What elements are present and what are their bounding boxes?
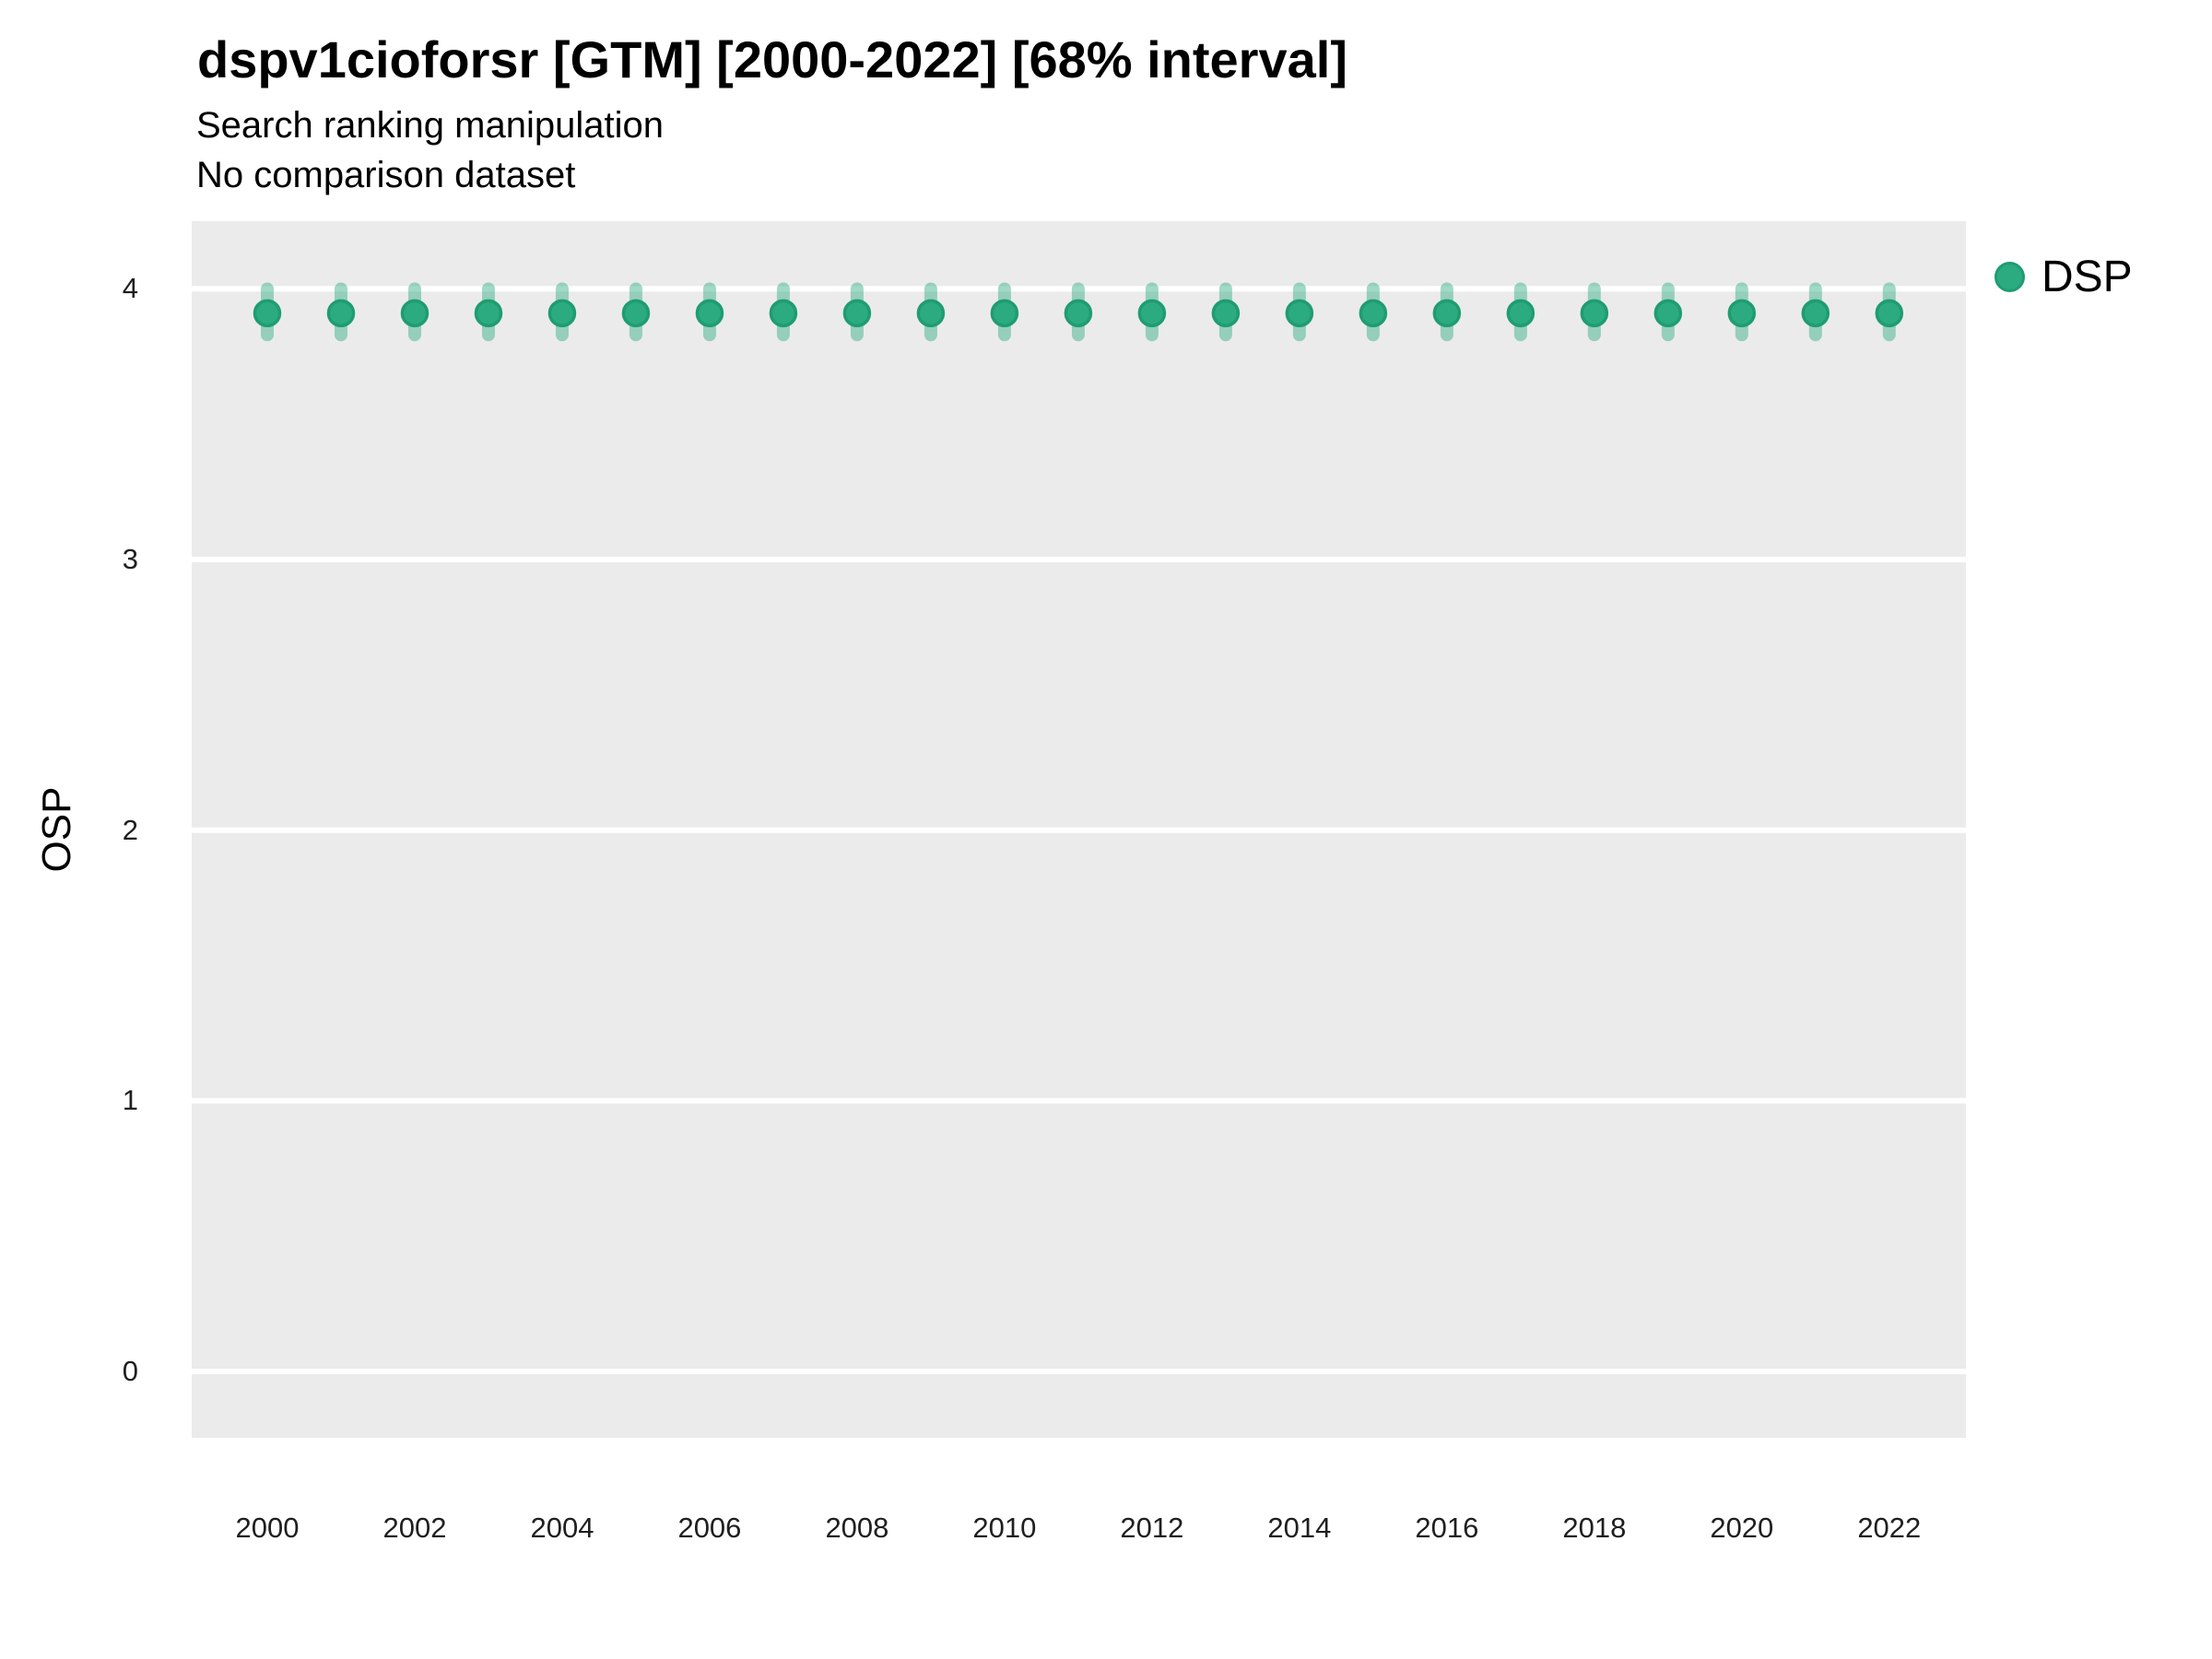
data-point-2022 <box>1875 299 1904 328</box>
data-point-2018 <box>1580 299 1609 328</box>
y-tick-label-4: 4 <box>122 272 138 305</box>
data-point-2009 <box>916 299 946 328</box>
legend-label: DSP <box>2041 253 2133 301</box>
x-tick-label-2016: 2016 <box>1415 1512 1479 1544</box>
data-point-2007 <box>769 299 798 328</box>
legend-point-icon <box>1994 262 2025 292</box>
y-tick-label-0: 0 <box>122 1355 138 1388</box>
data-point-2000 <box>253 299 282 328</box>
data-point-2008 <box>842 299 872 328</box>
x-tick-label-2014: 2014 <box>1267 1512 1332 1544</box>
chart-title: dspv1cioforsr [GTM] [2000-2022] [68% int… <box>197 30 1347 88</box>
x-tick-label-2012: 2012 <box>1120 1512 1184 1544</box>
data-point-2006 <box>695 299 724 328</box>
y-tick-label-1: 1 <box>122 1084 138 1117</box>
plot-area-svg <box>192 282 1966 1375</box>
x-tick-label-2006: 2006 <box>677 1512 742 1544</box>
x-tick-label-2022: 2022 <box>1857 1512 1922 1544</box>
data-point-2020 <box>1727 299 1757 328</box>
data-point-2014 <box>1285 299 1314 328</box>
data-point-2019 <box>1653 299 1683 328</box>
chart-note: No comparison dataset <box>196 155 576 195</box>
data-point-2013 <box>1211 299 1241 328</box>
data-point-2017 <box>1506 299 1535 328</box>
y-tick-label-2: 2 <box>122 813 138 846</box>
x-tick-label-2020: 2020 <box>1710 1512 1774 1544</box>
data-point-2010 <box>990 299 1019 328</box>
x-tick-label-2008: 2008 <box>825 1512 889 1544</box>
data-point-2004 <box>547 299 577 328</box>
data-point-2001 <box>326 299 356 328</box>
data-point-2011 <box>1064 299 1093 328</box>
legend: DSP <box>1994 252 2133 302</box>
data-point-2021 <box>1801 299 1830 328</box>
data-point-2005 <box>621 299 651 328</box>
data-point-2012 <box>1137 299 1167 328</box>
x-tick-label-2010: 2010 <box>972 1512 1037 1544</box>
data-point-2016 <box>1432 299 1462 328</box>
plot-panel <box>192 221 1966 1438</box>
x-tick-label-2002: 2002 <box>382 1512 447 1544</box>
chart-subtitle: Search ranking manipulation <box>196 105 664 146</box>
x-tick-label-2018: 2018 <box>1562 1512 1627 1544</box>
x-tick-label-2004: 2004 <box>530 1512 594 1544</box>
data-point-2015 <box>1359 299 1388 328</box>
data-point-2003 <box>474 299 503 328</box>
data-point-2002 <box>400 299 429 328</box>
y-tick-label-3: 3 <box>122 543 138 576</box>
x-tick-label-2000: 2000 <box>235 1512 300 1544</box>
